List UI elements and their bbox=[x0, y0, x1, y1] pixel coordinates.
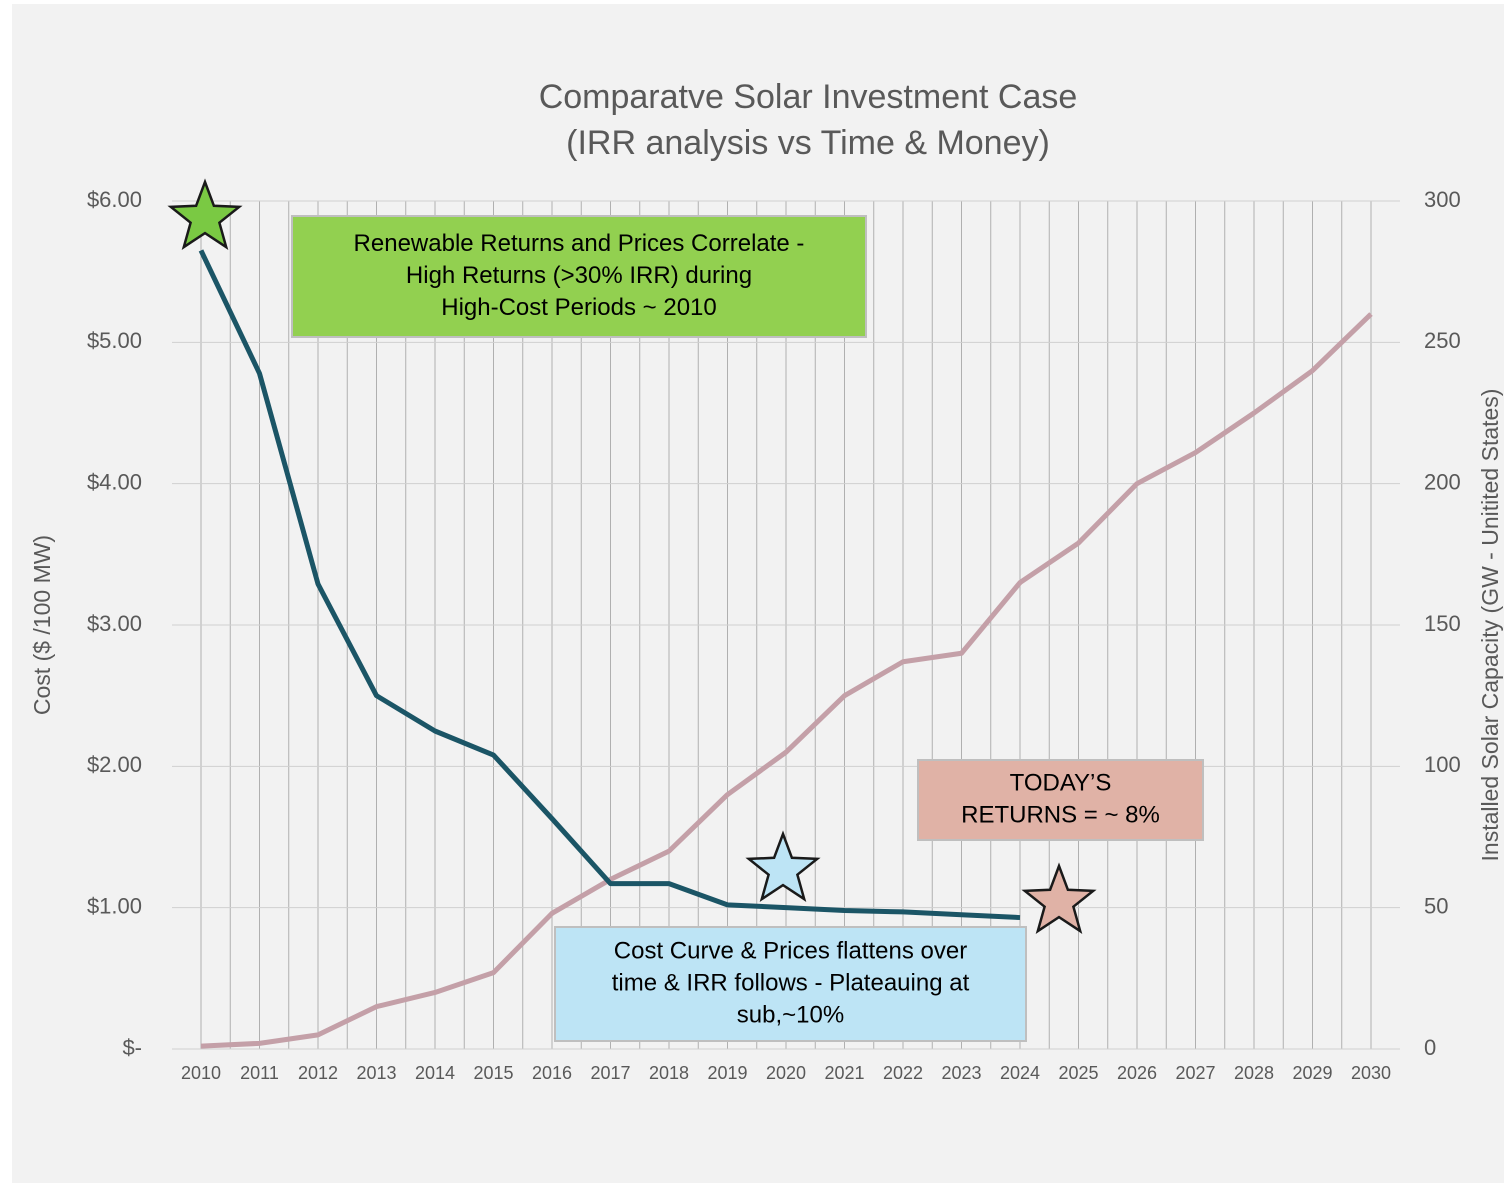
chart-title: (IRR analysis vs Time & Money) bbox=[566, 124, 1050, 162]
y-tick-label: $2.00 bbox=[87, 752, 142, 777]
y2-tick-label: 100 bbox=[1424, 752, 1461, 777]
y2-tick-label: 0 bbox=[1424, 1035, 1436, 1060]
y-tick-label: $4.00 bbox=[87, 469, 142, 494]
annotation-text: time & IRR follows - Plateauing at bbox=[612, 969, 970, 996]
y2-tick-label: 50 bbox=[1424, 893, 1448, 918]
x-tick-label: 2029 bbox=[1292, 1063, 1332, 1083]
x-tick-label: 2015 bbox=[473, 1063, 513, 1083]
x-tick-label: 2028 bbox=[1234, 1063, 1274, 1083]
y2-tick-label: 250 bbox=[1424, 328, 1461, 353]
x-tick-label: 2019 bbox=[707, 1063, 747, 1083]
x-tick-label: 2017 bbox=[590, 1063, 630, 1083]
y2-tick-label: 300 bbox=[1424, 187, 1461, 212]
star-marker bbox=[1021, 862, 1097, 934]
x-tick-label: 2012 bbox=[298, 1063, 338, 1083]
x-tick-label: 2016 bbox=[532, 1063, 572, 1083]
annotation-text: sub,~10% bbox=[737, 1001, 844, 1028]
x-tick-label: 2030 bbox=[1351, 1063, 1391, 1083]
y2-axis-title: Installed Solar Capacity (GW - Unitited … bbox=[1477, 389, 1503, 862]
x-tick-label: 2010 bbox=[181, 1063, 221, 1083]
x-tick-label: 2013 bbox=[356, 1063, 396, 1083]
x-tick-label: 2018 bbox=[649, 1063, 689, 1083]
x-tick-label: 2023 bbox=[941, 1063, 981, 1083]
x-tick-label: 2021 bbox=[824, 1063, 864, 1083]
x-tick-label: 2011 bbox=[240, 1063, 279, 1083]
x-tick-label: 2020 bbox=[766, 1063, 806, 1083]
y2-tick-label: 150 bbox=[1424, 611, 1461, 636]
y-tick-label: $- bbox=[122, 1035, 142, 1060]
annotation-text: TODAY’S bbox=[1010, 769, 1112, 796]
star-marker bbox=[167, 178, 243, 250]
annotation-box bbox=[554, 926, 1027, 1042]
annotation-box bbox=[291, 215, 867, 338]
series-line bbox=[198, 249, 1021, 921]
y-tick-label: $1.00 bbox=[87, 893, 142, 918]
x-tick-label: 2025 bbox=[1058, 1063, 1098, 1083]
y-tick-label: $6.00 bbox=[87, 187, 142, 212]
annotation-text: High Returns (>30% IRR) during bbox=[406, 262, 752, 289]
chart-title: Comparatve Solar Investment Case bbox=[539, 78, 1078, 116]
x-tick-label: 2026 bbox=[1117, 1063, 1157, 1083]
annotation-text: Renewable Returns and Prices Correlate - bbox=[354, 230, 805, 257]
star-marker bbox=[745, 830, 821, 902]
y-tick-label: $3.00 bbox=[87, 611, 142, 636]
annotation-text: Cost Curve & Prices flattens over bbox=[614, 937, 967, 964]
series-line bbox=[200, 312, 1373, 1049]
x-tick-label: 2027 bbox=[1175, 1063, 1215, 1083]
annotation-box bbox=[917, 759, 1204, 841]
annotation-text: High-Cost Periods ~ 2010 bbox=[441, 294, 716, 321]
x-tick-label: 2022 bbox=[883, 1063, 923, 1083]
x-tick-label: 2024 bbox=[1000, 1063, 1040, 1083]
y-tick-label: $5.00 bbox=[87, 328, 142, 353]
y2-tick-label: 200 bbox=[1424, 469, 1461, 494]
y-axis-title: Cost ($ /100 MW) bbox=[29, 535, 55, 715]
annotation-text: RETURNS = ~ 8% bbox=[961, 801, 1160, 828]
x-tick-label: 2014 bbox=[415, 1063, 455, 1083]
